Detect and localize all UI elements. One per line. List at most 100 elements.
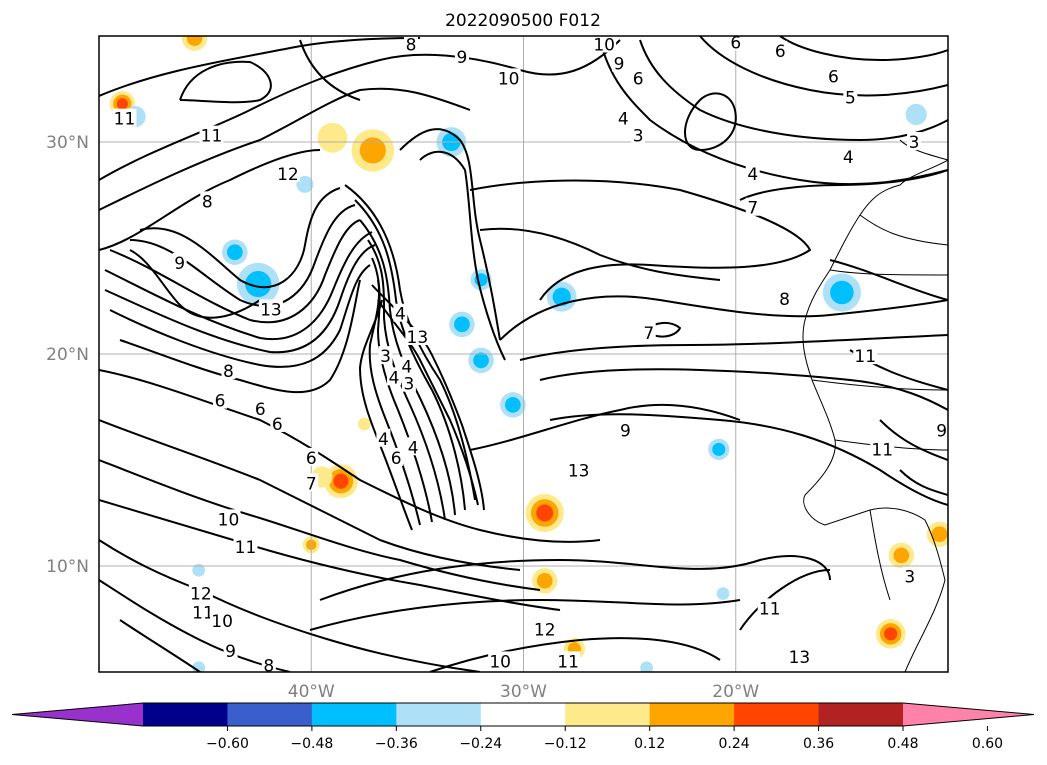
shaded-cell [357,417,371,431]
contour-label: 6 [775,42,786,62]
colorbar-tick-label: −0.36 [375,736,418,752]
shaded-cell [500,392,526,418]
colorbar-tick-label: −0.24 [459,736,502,752]
contour-label-bg [488,651,513,670]
shaded-level [333,473,349,489]
contour-label-bg [853,346,878,365]
contour-label-bg [631,125,646,144]
contour-line [879,419,948,461]
shaded-cell [822,273,861,312]
contour-label: 13 [260,300,282,320]
contour-label-bg [399,356,414,375]
contour-label-bg [112,108,137,127]
contour-line [309,599,741,631]
contour-line [699,36,948,97]
contour-line [469,179,811,301]
contour-label-bg [841,146,856,165]
contour-line [354,199,466,511]
contour-label: 10 [211,612,233,632]
contour-label: 3 [904,568,915,588]
latitude-labels: 30°N 20°N 10°N [46,133,89,577]
contour-label-bg [556,651,581,670]
shaded-level [640,661,653,672]
contour-line [779,36,948,61]
contour-label: 9 [225,642,236,662]
shaded-cell [296,175,314,193]
contour-line [479,227,721,281]
shaded-cell [905,103,927,126]
contour-label-bg [258,299,283,318]
contour-label: 4 [395,305,406,325]
shaded-level [116,98,129,110]
shaded-level [931,526,948,543]
contour-label-bg [275,163,300,182]
contour-label: 3 [403,375,414,395]
colorbar-swatch [565,703,651,726]
contour-line [99,419,521,571]
colorbar-extend-low [12,703,143,726]
contour-label-bg [745,197,760,216]
country-border [859,214,948,246]
lat-tick-label: 30°N [46,133,89,153]
contour-label-bg [212,390,227,409]
contour-label: 10 [489,652,511,672]
colorbar-swatch [734,703,820,726]
contour-label: 6 [306,449,317,469]
contour-label: 11 [235,538,257,558]
colorbar-tick-label: −0.12 [544,736,587,752]
contour-label: 9 [620,421,631,441]
shaded-level [186,36,203,46]
contour-label-bg [618,420,633,439]
shaded-cell [888,542,915,569]
shaded-level [893,547,910,564]
contour-label-bg [401,373,416,392]
shaded-cell [468,347,494,374]
colorbar-swatch [143,703,228,726]
contour-label-bg [210,611,235,630]
contour-label: 13 [789,648,811,668]
contour-label: 12 [190,585,212,605]
contour-label: 8 [223,362,234,382]
shaded-level [884,627,898,641]
contour-label: 4 [401,358,412,378]
contour-label: 9 [936,421,947,441]
shaded-level [536,504,554,522]
contour-label: 4 [843,148,854,168]
contour-line [109,219,361,324]
contour-label: 8 [406,35,417,55]
contour-label-bg [532,619,557,638]
contour-label: 9 [614,55,625,75]
contour-label: 11 [201,127,223,147]
contour-label: 11 [192,604,214,624]
contour-label: 3 [633,127,644,147]
contour-label-bg [870,439,895,458]
contour-label: 10 [498,69,520,89]
contour-line [179,60,272,104]
contour-label: 7 [306,474,317,494]
shaded-cell [546,281,577,312]
contour-line [299,39,361,101]
contour-label-bg [406,437,421,456]
contour-label-bg [261,655,276,672]
colorbar-tick-label: 0.12 [634,736,665,752]
contour-label: 7 [747,199,758,219]
lat-tick-label: 10°N [46,557,89,577]
contour-line [739,569,831,631]
contour-label-bg [188,583,213,602]
contour-label-bg [902,566,917,585]
map-frame [98,35,949,673]
contour-line [429,637,721,672]
shaded-level [536,573,553,589]
contour-lines [99,36,948,672]
contour-line [684,92,737,151]
shaded-cell [222,239,248,265]
colorbar: −0.60 −0.48 −0.36 −0.24 −0.12 0.12 0.24 0.36 0.4… [11,702,1035,752]
contour-line [119,279,361,394]
contour-label-bg [826,66,841,85]
lon-tick-label: 40°W [288,682,335,702]
longitude-labels: 40°W 30°W 20°W [288,682,760,702]
contour-line [139,187,341,289]
shaded-level [227,244,243,261]
colorbar-tick-label: 0.36 [803,736,834,752]
contour-label-bg [253,399,268,418]
